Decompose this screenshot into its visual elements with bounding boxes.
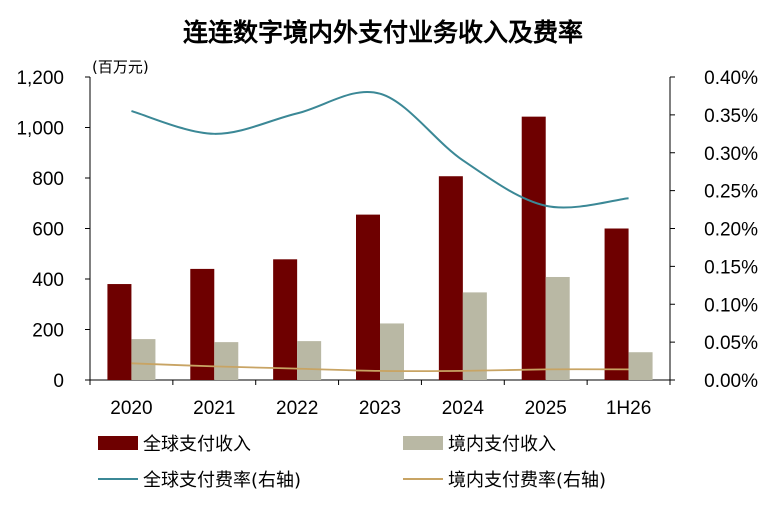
line-global-rate (131, 91, 629, 209)
bar-domestic (297, 341, 322, 380)
bar-global (356, 214, 380, 380)
bar-global (438, 176, 463, 380)
legend-swatch (403, 436, 443, 450)
x-tick-label: 2025 (525, 398, 567, 419)
x-tick-label: 2020 (110, 398, 152, 419)
bar-domestic (214, 342, 239, 380)
y-left-tick-label: 200 (32, 321, 64, 342)
x-tick-label: 2021 (193, 398, 235, 419)
legend-label: 境内支付收入 (448, 434, 556, 455)
bar-domestic (131, 339, 156, 380)
y-left-tick-label: 0 (53, 371, 64, 392)
y-right-tick-label: 0.05% (704, 333, 758, 354)
x-tick-label: 2023 (359, 398, 401, 419)
y-right-tick-label: 0.15% (704, 257, 758, 278)
chart-title: 连连数字境内外支付业务收入及费率 (183, 18, 583, 47)
y-right-tick-label: 0.25% (704, 182, 758, 203)
y-left-tick-label: 1,000 (16, 119, 64, 140)
y-right-tick-label: 0.30% (704, 144, 758, 165)
y-left-tick-label: 400 (32, 270, 64, 291)
bar-global (107, 284, 132, 380)
y-right-tick-label: 0.10% (704, 295, 758, 316)
x-tick-label: 2024 (442, 398, 485, 419)
bar-domestic (462, 292, 487, 380)
x-tick-label: 1H26 (606, 398, 651, 419)
bar-domestic (545, 276, 570, 380)
bar-global (273, 259, 298, 380)
legend-swatch (98, 436, 138, 450)
y-right-tick-label: 0.35% (704, 106, 758, 127)
y-right-tick-label: 0.00% (704, 371, 758, 392)
bar-domestic (628, 352, 653, 380)
legend-label: 全球支付费率(右轴) (143, 470, 301, 491)
y-left-tick-label: 1,200 (16, 68, 64, 89)
legend-label: 境内支付费率(右轴) (448, 470, 606, 491)
y-right-tick-label: 0.40% (704, 68, 758, 89)
bar-global (521, 116, 546, 380)
bar-global (190, 268, 215, 380)
plot-area: 0 200 400 600 800 1,000 1,200 0.00% 0.05% 0.10% 0.… (16, 68, 758, 419)
left-axis-unit: (百万元) (92, 58, 149, 76)
line-domestic-rate (131, 362, 629, 373)
y-right-tick-label: 0.20% (704, 220, 758, 241)
y-left-tick-label: 800 (32, 169, 64, 190)
legend-label: 全球支付收入 (143, 434, 251, 455)
bar-global (604, 228, 629, 380)
x-tick-label: 2022 (276, 398, 318, 419)
y-left-tick-label: 600 (32, 220, 64, 241)
